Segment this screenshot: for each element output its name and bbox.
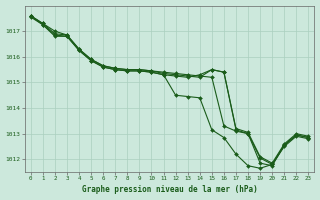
X-axis label: Graphe pression niveau de la mer (hPa): Graphe pression niveau de la mer (hPa) [82,185,258,194]
